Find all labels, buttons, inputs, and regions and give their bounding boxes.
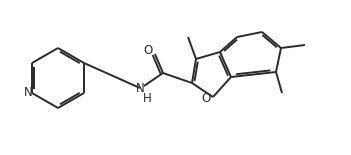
Text: O: O (143, 44, 153, 58)
Text: N: N (24, 86, 32, 100)
Text: O: O (201, 93, 211, 106)
Text: H: H (143, 91, 151, 104)
Text: N: N (135, 82, 144, 95)
